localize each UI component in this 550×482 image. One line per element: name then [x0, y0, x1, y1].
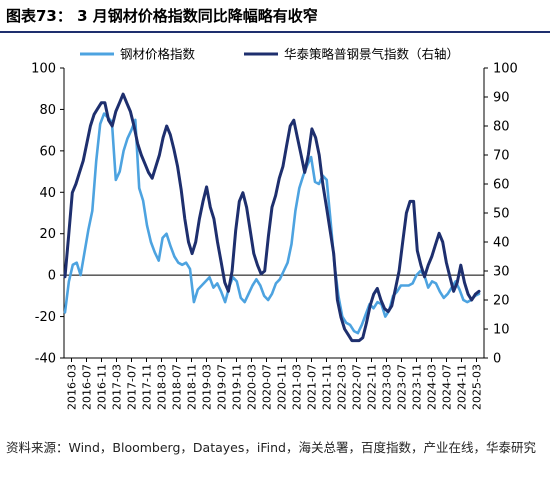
left-tick-label: 80	[39, 103, 56, 118]
x-tick-label: 2017-07	[126, 364, 139, 410]
x-tick-label: 2023-03	[381, 364, 394, 410]
x-tick-label: 2020-03	[246, 364, 259, 410]
source-note: 资料来源：Wind，Bloomberg，Datayes，iFind，海关总署，百…	[6, 440, 536, 455]
x-tick-label: 2024-07	[441, 364, 454, 410]
chart-legend: 钢材价格指数 华泰策略普钢景气指数（右轴）	[80, 47, 459, 62]
x-tick-label: 2022-03	[336, 364, 349, 410]
x-tick-label: 2021-11	[321, 364, 334, 410]
x-tick-label: 2019-11	[231, 364, 244, 410]
series-line-steel-index	[63, 92, 481, 343]
x-tick-label: 2020-07	[261, 364, 274, 410]
x-tick-label: 2016-07	[81, 364, 94, 410]
x-tick-label: 2023-11	[411, 364, 424, 410]
right-tick-label: 10	[493, 323, 510, 338]
x-tick-label: 2021-07	[306, 364, 319, 410]
right-tick-label: 50	[493, 207, 510, 222]
right-tick-label: 70	[493, 149, 510, 164]
x-tick-label: 2016-03	[66, 364, 79, 410]
x-tick-label: 2024-11	[456, 364, 469, 410]
left-tick-label: 0	[48, 269, 56, 284]
right-tick-label: 40	[493, 236, 510, 251]
x-tick-label: 2025-03	[471, 364, 484, 410]
x-tick-label: 2017-03	[111, 364, 124, 410]
right-tick-label: 20	[493, 294, 510, 309]
left-tick-label: 20	[39, 227, 56, 242]
right-tick-label: 100	[493, 62, 518, 77]
right-tick-label: 60	[493, 178, 510, 193]
right-tick-label: 0	[493, 352, 501, 367]
x-tick-label: 2018-03	[156, 364, 169, 410]
title-divider	[0, 31, 550, 33]
right-tick-label: 90	[493, 91, 510, 106]
series-layer	[63, 92, 481, 343]
chart-axes: -40 -20 0 20 40 60 80 100 0 10 20 30 40 50 60 70 80 90 100…	[31, 62, 518, 410]
left-tick-label: 100	[31, 62, 56, 77]
legend-label: 华泰策略普钢景气指数（右轴）	[284, 47, 459, 62]
left-tick-label: 60	[39, 144, 56, 159]
x-tick-label: 2018-07	[171, 364, 184, 410]
x-tick-label: 2022-07	[351, 364, 364, 410]
x-tick-label: 2019-03	[201, 364, 214, 410]
x-tick-label: 2018-11	[186, 364, 199, 410]
x-tick-label: 2020-11	[276, 364, 289, 410]
left-tick-label: -20	[35, 310, 56, 325]
title-bar: 图表73： 3 月钢材价格指数同比降幅略有收窄	[0, 0, 550, 33]
x-tick-label: 2019-07	[216, 364, 229, 410]
legend-label: 钢材价格指数	[120, 47, 196, 62]
x-tick-label: 2021-03	[291, 364, 304, 410]
left-tick-label: 40	[39, 186, 56, 201]
page-title: 图表73： 3 月钢材价格指数同比降幅略有收窄	[6, 7, 318, 25]
x-tick-label: 2024-03	[426, 364, 439, 410]
x-tick-label: 2022-11	[366, 364, 379, 410]
x-tick-label: 2023-07	[396, 364, 409, 410]
series-line-steel-price	[63, 112, 481, 335]
x-tick-label: 2016-11	[96, 364, 109, 410]
left-tick-label: -40	[35, 352, 56, 367]
x-tick-label: 2017-11	[141, 364, 154, 410]
right-tick-label: 30	[493, 265, 510, 280]
line-chart: -40 -20 0 20 40 60 80 100 0 10 20 30 40 50 60 70 80 90 100…	[31, 47, 518, 410]
right-tick-label: 80	[493, 120, 510, 135]
